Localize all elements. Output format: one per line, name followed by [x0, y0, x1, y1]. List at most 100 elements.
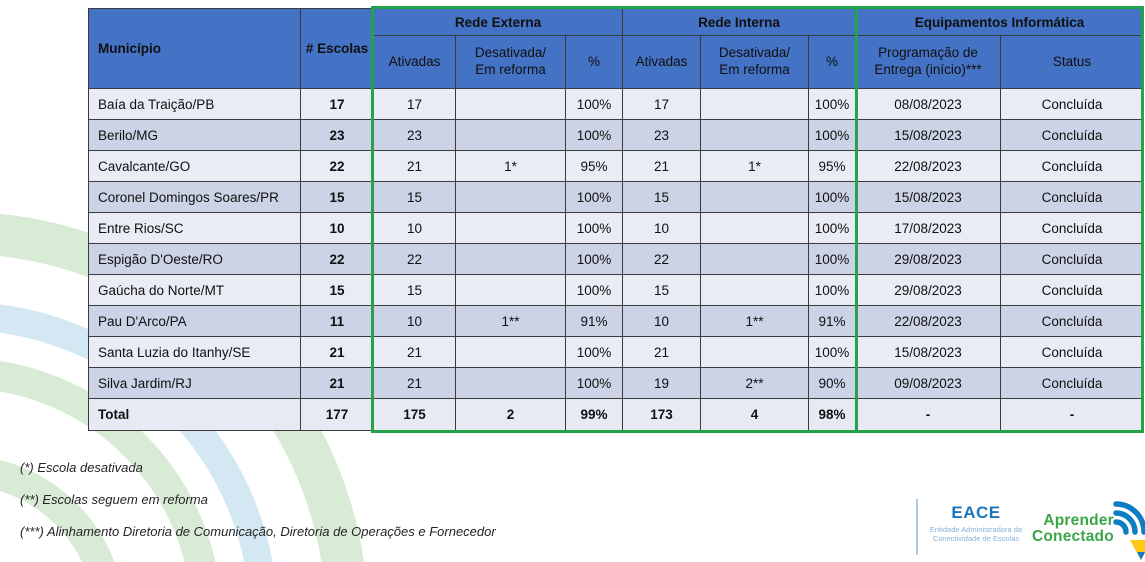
cell-entrega: 15/08/2023	[855, 181, 1002, 213]
cell-ext-desativada	[455, 181, 566, 213]
cell-ext-ativadas: 10	[373, 212, 456, 244]
table-row: Berilo/MG 23 23 100% 23 100% 15/08/2023 Concluí…	[88, 119, 1145, 151]
cell-int-desativada: 1**	[700, 305, 809, 337]
connectivity-status-table-wrap: Município # Escolas Rede Externa Rede In…	[88, 6, 1145, 433]
table-row: Gaúcha do Norte/MT 15 15 100% 15 100% 29/08/20…	[88, 274, 1145, 306]
table-row: Silva Jardim/RJ 21 21 100% 19 2** 90% 09/08/202…	[88, 367, 1145, 399]
eace-logo: EACE Entidade Administradora da Conectiv…	[924, 503, 1028, 544]
footnote-triple-asterisk: (***) Alinhamento Diretoria de Comunicaç…	[20, 524, 496, 539]
cell-int-pct: 90%	[807, 367, 857, 399]
cell-num-escolas: 21	[300, 336, 374, 368]
cell-num-escolas: 15	[300, 181, 374, 213]
cell-ext-ativadas: 15	[373, 181, 456, 213]
cell-municipio: Silva Jardim/RJ	[88, 367, 301, 399]
eace-logo-subtitle: Entidade Administradora da Conectividade…	[929, 525, 1023, 543]
cell-ext-pct: 91%	[565, 305, 623, 337]
cell-int-desativada: 1*	[700, 150, 809, 182]
cell-status: Concluída	[1000, 274, 1145, 306]
cell-int-ativadas: 17	[622, 88, 701, 120]
header-num-escolas: # Escolas	[300, 8, 374, 89]
aprender-conectado-logo: Aprender Conectado	[1032, 498, 1145, 562]
cell-status: -	[1000, 398, 1145, 431]
cell-entrega: 09/08/2023	[855, 367, 1002, 399]
header-ext-desativada: Desativada/ Em reforma	[455, 35, 566, 89]
cell-entrega: 08/08/2023	[855, 88, 1002, 120]
cell-int-ativadas: 19	[622, 367, 701, 399]
header-int-ativadas: Ativadas	[622, 35, 701, 89]
cell-ext-desativada	[455, 367, 566, 399]
footnote-double-asterisk: (**) Escolas seguem em reforma	[20, 492, 208, 507]
cell-status: Concluída	[1000, 243, 1145, 275]
cell-entrega: 22/08/2023	[855, 305, 1002, 337]
aprender-conectado-wordmark: Aprender Conectado	[1032, 512, 1114, 545]
cell-ext-ativadas: 15	[373, 274, 456, 306]
cell-num-escolas: 22	[300, 150, 374, 182]
cell-ext-pct: 100%	[565, 274, 623, 306]
cell-int-desativada	[700, 336, 809, 368]
cell-int-ativadas: 21	[622, 150, 701, 182]
cell-entrega: 29/08/2023	[855, 243, 1002, 275]
cell-ext-pct: 99%	[565, 398, 623, 431]
cell-municipio: Santa Luzia do Itanhy/SE	[88, 336, 301, 368]
footnote-asterisk: (*) Escola desativada	[20, 460, 143, 475]
cell-ext-desativada	[455, 119, 566, 151]
cell-int-pct: 100%	[807, 274, 857, 306]
cell-ext-ativadas: 17	[373, 88, 456, 120]
header-group-rede-externa: Rede Externa	[373, 8, 623, 36]
header-int-desativada: Desativada/ Em reforma	[700, 35, 809, 89]
cell-ext-pct: 100%	[565, 367, 623, 399]
table-row: Coronel Domingos Soares/PR 15 15 100% 15 100%…	[88, 181, 1145, 213]
eace-logo-wordmark: EACE	[951, 503, 1001, 522]
cell-int-ativadas: 21	[622, 336, 701, 368]
table-row: Espigão D'Oeste/RO 22 22 100% 22 100% 29/08/20…	[88, 243, 1145, 275]
cell-ext-ativadas: 22	[373, 243, 456, 275]
cell-municipio: Baía da Traição/PB	[88, 88, 301, 120]
cell-municipio: Pau D'Arco/PA	[88, 305, 301, 337]
logo-divider-line	[916, 499, 918, 555]
cell-num-escolas: 23	[300, 119, 374, 151]
cell-ext-desativada	[455, 212, 566, 244]
cell-int-desativada	[700, 181, 809, 213]
cell-num-escolas: 177	[300, 398, 374, 431]
cell-int-ativadas: 15	[622, 181, 701, 213]
cell-num-escolas: 11	[300, 305, 374, 337]
header-ext-pct: %	[565, 35, 623, 89]
cell-ext-pct: 100%	[565, 212, 623, 244]
cell-num-escolas: 17	[300, 88, 374, 120]
cell-int-desativada	[700, 212, 809, 244]
cell-num-escolas: 21	[300, 367, 374, 399]
cell-municipio: Coronel Domingos Soares/PR	[88, 181, 301, 213]
cell-int-desativada	[700, 119, 809, 151]
cell-int-desativada	[700, 88, 809, 120]
cell-int-pct: 100%	[807, 88, 857, 120]
cell-entrega: 29/08/2023	[855, 274, 1002, 306]
cell-ext-ativadas: 10	[373, 305, 456, 337]
connectivity-status-table: Município # Escolas Rede Externa Rede In…	[88, 8, 1145, 431]
cell-int-desativada: 2**	[700, 367, 809, 399]
cell-ext-pct: 100%	[565, 181, 623, 213]
cell-ext-desativada: 2	[455, 398, 566, 431]
table-row: Pau D'Arco/PA 11 10 1** 91% 10 1** 91% 22/08/202…	[88, 305, 1145, 337]
cell-entrega: -	[855, 398, 1002, 431]
header-group-rede-interna: Rede Interna	[621, 8, 857, 36]
cell-int-pct: 100%	[807, 336, 857, 368]
header-int-pct: %	[807, 35, 857, 89]
cell-int-pct: 100%	[807, 119, 857, 151]
table-row: Entre Rios/SC 10 10 100% 10 100% 17/08/2023 Con…	[88, 212, 1145, 244]
cell-ext-desativada: 1*	[455, 150, 566, 182]
header-status: Status	[1000, 35, 1145, 89]
cell-num-escolas: 22	[300, 243, 374, 275]
cell-ext-ativadas: 21	[373, 336, 456, 368]
cell-ext-desativada	[455, 336, 566, 368]
cell-int-pct: 91%	[807, 305, 857, 337]
cell-ext-desativada	[455, 88, 566, 120]
cell-int-desativada	[700, 243, 809, 275]
cell-int-pct: 98%	[807, 398, 857, 431]
cell-ext-pct: 100%	[565, 336, 623, 368]
cell-status: Concluída	[1000, 181, 1145, 213]
cell-municipio: Total	[88, 398, 301, 431]
cell-municipio: Cavalcante/GO	[88, 150, 301, 182]
cell-ext-desativada	[455, 274, 566, 306]
cell-ext-ativadas: 21	[373, 367, 456, 399]
